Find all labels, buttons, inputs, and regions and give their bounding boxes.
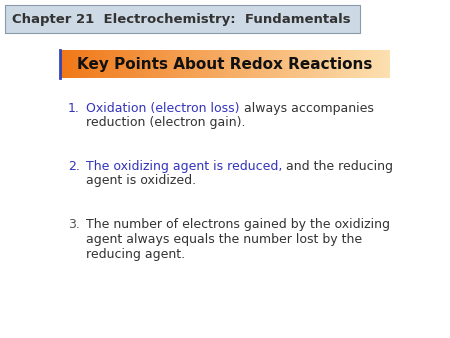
Text: The oxidizing agent is reduced,: The oxidizing agent is reduced, <box>86 160 283 173</box>
Text: Oxidation (electron loss): Oxidation (electron loss) <box>86 102 239 115</box>
Text: agent is oxidized.: agent is oxidized. <box>86 174 196 187</box>
Text: 3.: 3. <box>68 218 80 231</box>
Text: Key Points About Redox Reactions: Key Points About Redox Reactions <box>77 57 373 72</box>
Text: 2.: 2. <box>68 160 80 173</box>
FancyBboxPatch shape <box>5 5 360 33</box>
Text: Chapter 21  Electrochemistry:  Fundamentals: Chapter 21 Electrochemistry: Fundamental… <box>12 14 351 26</box>
Text: reduction (electron gain).: reduction (electron gain). <box>86 116 246 129</box>
Text: and the reducing: and the reducing <box>283 160 393 173</box>
Text: always accompanies: always accompanies <box>239 102 374 115</box>
Text: 1.: 1. <box>68 102 80 115</box>
Text: The number of electrons gained by the oxidizing
agent always equals the number l: The number of electrons gained by the ox… <box>86 218 390 261</box>
